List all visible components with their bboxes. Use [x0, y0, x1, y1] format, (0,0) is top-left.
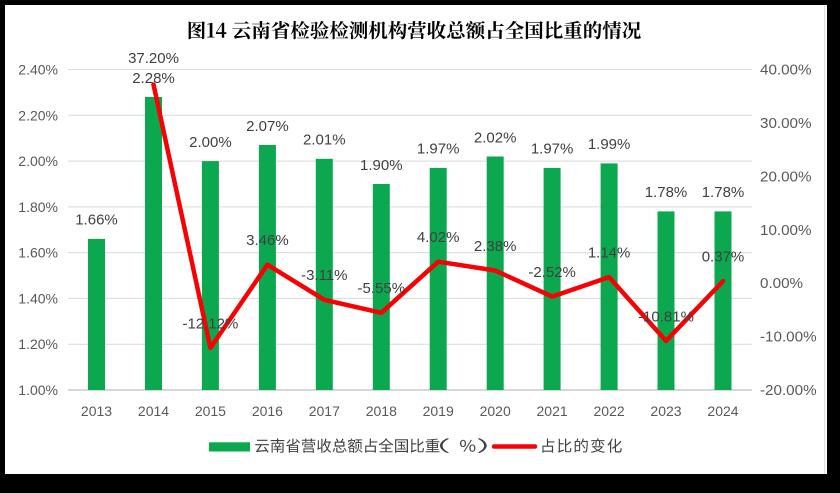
svg-text:40.00%: 40.00%: [760, 62, 812, 79]
svg-text:2024: 2024: [707, 403, 738, 419]
svg-text:-3.11%: -3.11%: [301, 267, 347, 284]
svg-text:-2.52%: -2.52%: [528, 264, 576, 281]
svg-text:1.90%: 1.90%: [360, 157, 403, 174]
svg-text:1.14%: 1.14%: [588, 245, 631, 262]
svg-text:-10.00%: -10.00%: [760, 329, 817, 346]
svg-text:4.02%: 4.02%: [417, 229, 460, 246]
svg-text:-5.55%: -5.55%: [358, 280, 406, 297]
svg-text:2020: 2020: [480, 403, 511, 419]
svg-text:2023: 2023: [650, 403, 681, 419]
svg-text:2021: 2021: [537, 403, 568, 419]
svg-text:3.46%: 3.46%: [246, 232, 289, 249]
svg-text:2022: 2022: [594, 403, 625, 419]
svg-text:2015: 2015: [195, 403, 226, 419]
svg-text:1.60%: 1.60%: [18, 245, 58, 261]
svg-text:-10.81%: -10.81%: [638, 308, 694, 325]
svg-text:1.20%: 1.20%: [18, 336, 58, 352]
svg-text:1.00%: 1.00%: [18, 382, 58, 398]
svg-text:1.78%: 1.78%: [645, 184, 688, 201]
svg-text:37.20%: 37.20%: [128, 50, 179, 67]
svg-text:2.01%: 2.01%: [303, 132, 346, 149]
svg-text:2.00%: 2.00%: [18, 153, 58, 169]
svg-text:2.00%: 2.00%: [189, 134, 232, 151]
svg-text:1.97%: 1.97%: [417, 141, 460, 158]
svg-text:-20.00%: -20.00%: [760, 382, 817, 399]
svg-text:30.00%: 30.00%: [760, 115, 812, 132]
svg-text:1.78%: 1.78%: [702, 184, 745, 201]
svg-text:2019: 2019: [423, 403, 454, 419]
svg-text:1.80%: 1.80%: [18, 199, 58, 215]
svg-text:2.28%: 2.28%: [132, 70, 175, 87]
svg-text:0.00%: 0.00%: [760, 275, 803, 292]
svg-text:1.99%: 1.99%: [588, 136, 631, 153]
svg-text:2017: 2017: [309, 403, 340, 419]
svg-text:20.00%: 20.00%: [760, 168, 812, 185]
svg-text:2.40%: 2.40%: [18, 62, 58, 78]
svg-text:-12.12%: -12.12%: [182, 315, 238, 332]
svg-text:2.20%: 2.20%: [18, 107, 58, 123]
svg-text:2013: 2013: [81, 403, 112, 419]
svg-text:1.97%: 1.97%: [531, 141, 574, 158]
svg-text:1.66%: 1.66%: [75, 212, 118, 229]
svg-text:10.00%: 10.00%: [760, 222, 812, 239]
svg-text:2.02%: 2.02%: [474, 129, 517, 146]
svg-text:2.07%: 2.07%: [246, 118, 289, 135]
svg-text:2014: 2014: [138, 403, 169, 419]
svg-text:2.38%: 2.38%: [474, 238, 517, 255]
svg-text:2016: 2016: [252, 403, 283, 419]
svg-text:1.40%: 1.40%: [18, 290, 58, 306]
svg-text:2018: 2018: [366, 403, 397, 419]
svg-text:0.37%: 0.37%: [702, 249, 745, 266]
